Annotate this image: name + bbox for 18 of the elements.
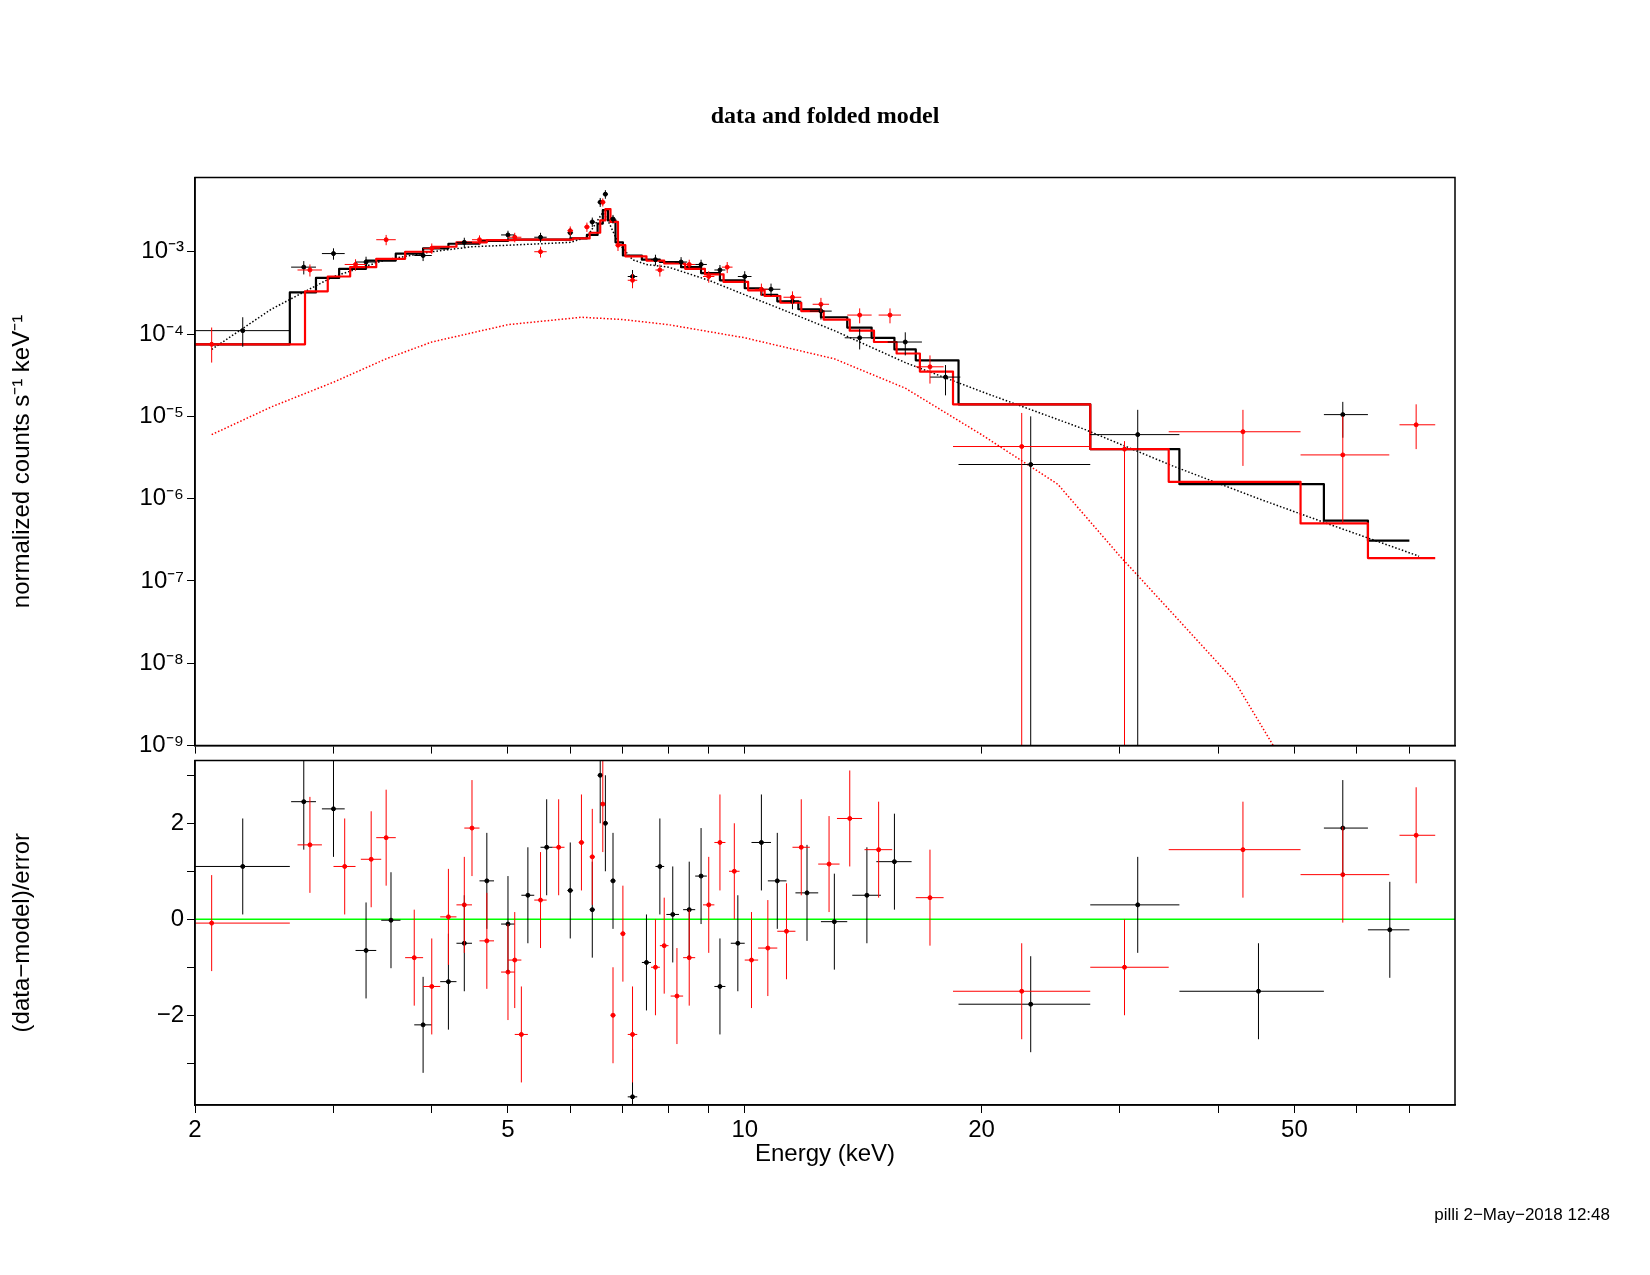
x-tick-label: 5	[501, 1115, 515, 1143]
y-tick-label: 10⁻⁵	[139, 400, 184, 428]
text: pilli 2−May−2018 12:48	[1434, 1205, 1610, 1225]
y-tick-label: −2	[156, 999, 184, 1027]
y-tick-label: 10⁻⁶	[139, 483, 184, 511]
y-tick-label: 10⁻⁴	[138, 318, 184, 346]
y-axis-title: (data−model)/error	[7, 832, 35, 1033]
x-tick-label: 2	[188, 1115, 202, 1143]
x-tick-label: 50	[1281, 1115, 1308, 1143]
y-tick-label: 0	[170, 903, 184, 931]
y-tick-label: 10⁻⁷	[140, 565, 184, 593]
chart-title: data and folded model	[709, 102, 941, 129]
x-tick-label: 20	[968, 1115, 995, 1143]
y-tick-label: 10⁻³	[141, 236, 185, 264]
y-tick-label: 10⁻⁹	[139, 730, 184, 758]
y-tick-label: 2	[170, 807, 184, 835]
y-tick-label: 10⁻⁸	[139, 647, 184, 675]
y-axis-title: normalized counts s⁻¹ keV⁻¹	[7, 314, 35, 609]
